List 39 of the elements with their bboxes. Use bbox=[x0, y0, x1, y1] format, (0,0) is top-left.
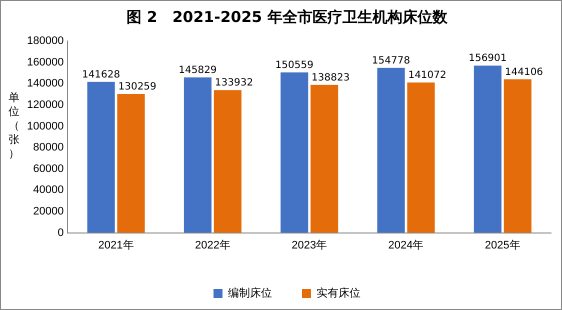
data-label: 141072 bbox=[408, 70, 446, 82]
y-tick-label: 40000 bbox=[33, 184, 64, 196]
bar bbox=[280, 72, 308, 233]
y-tick-label: 20000 bbox=[33, 206, 64, 218]
bar bbox=[407, 82, 435, 233]
bar bbox=[214, 90, 242, 233]
y-tick-label: 80000 bbox=[33, 142, 64, 154]
bar bbox=[184, 77, 212, 233]
data-label: 154778 bbox=[372, 55, 410, 66]
y-axis-title: 单位（张） bbox=[8, 91, 20, 161]
y-tick-label: 0 bbox=[58, 226, 64, 239]
bar bbox=[117, 94, 145, 233]
data-label: 133932 bbox=[214, 78, 254, 89]
y-tick-label: 180000 bbox=[26, 35, 64, 48]
y-tick-label: 120000 bbox=[26, 98, 64, 111]
y-tick-label: 160000 bbox=[26, 56, 64, 68]
bar bbox=[377, 68, 405, 233]
x-tick-label: 2024年 bbox=[388, 239, 424, 252]
bar bbox=[504, 79, 532, 233]
bar bbox=[87, 82, 115, 233]
x-tick-label: 2023年 bbox=[292, 239, 328, 252]
data-label: 130259 bbox=[118, 82, 156, 93]
data-label: 156901 bbox=[468, 53, 507, 64]
data-label: 150559 bbox=[275, 60, 314, 71]
y-tick-label: 100000 bbox=[26, 120, 64, 132]
legend-label: 实有床位 bbox=[316, 286, 360, 300]
bar bbox=[474, 66, 502, 233]
data-label: 144106 bbox=[504, 66, 544, 78]
x-tick-label: 2025年 bbox=[484, 239, 520, 252]
y-tick-label: 140000 bbox=[26, 78, 64, 90]
legend-label: 编制床位 bbox=[228, 286, 272, 300]
bar bbox=[310, 84, 338, 233]
data-label: 145829 bbox=[178, 65, 217, 76]
data-label: 141628 bbox=[82, 69, 120, 80]
x-tick-label: 2021年 bbox=[98, 239, 134, 252]
data-label: 138823 bbox=[312, 72, 350, 84]
chart-title: 图 2 2021-2025 年全市医疗卫生机构床位数 bbox=[126, 8, 448, 26]
y-tick-label: 60000 bbox=[33, 162, 64, 175]
x-tick-label: 2022年 bbox=[194, 239, 230, 252]
